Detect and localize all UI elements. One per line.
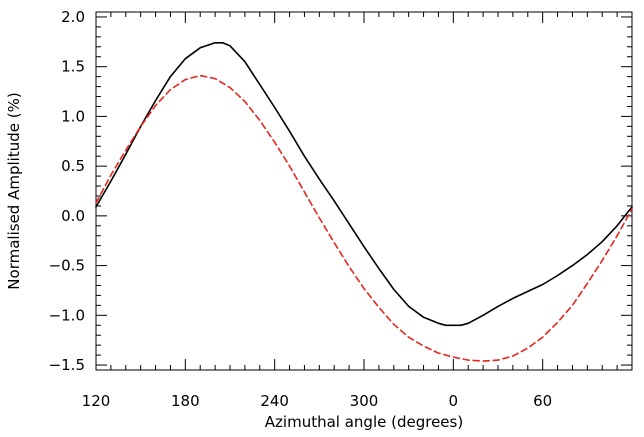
- y-tick-label: −1.5: [49, 356, 85, 374]
- series-line-dashed: [95, 74, 633, 362]
- x-tick-label: 120: [82, 392, 111, 410]
- series-line-solid: [95, 41, 633, 327]
- x-tick-label: 0: [449, 392, 459, 410]
- plot-frame: [95, 11, 633, 371]
- y-tick-label: −1.0: [49, 306, 85, 324]
- y-axis-title: Normalised Amplitude (%): [5, 92, 23, 289]
- y-tick-label: 2.0: [61, 8, 85, 26]
- x-tick-label: 60: [533, 392, 552, 410]
- x-axis-title: Azimuthal angle (degrees): [265, 413, 463, 431]
- y-tick-label: −0.5: [49, 257, 85, 275]
- axis-ticks: [95, 12, 633, 370]
- y-tick-label: 0.5: [61, 157, 85, 175]
- y-tick-label: 1.5: [61, 58, 85, 76]
- y-tick-label: 0.0: [61, 207, 85, 225]
- series-layer: [95, 41, 633, 362]
- y-tick-label: 1.0: [61, 107, 85, 125]
- x-tick-label: 180: [171, 392, 200, 410]
- x-tick-label: 240: [260, 392, 289, 410]
- y-tick-labels: 2.0 1.5 1.0 0.5 0.0 −0.5 −1.0 −1.5: [49, 8, 85, 374]
- x-tick-labels: 120 180 240 300 0 60: [82, 392, 553, 410]
- x-tick-label: 300: [350, 392, 379, 410]
